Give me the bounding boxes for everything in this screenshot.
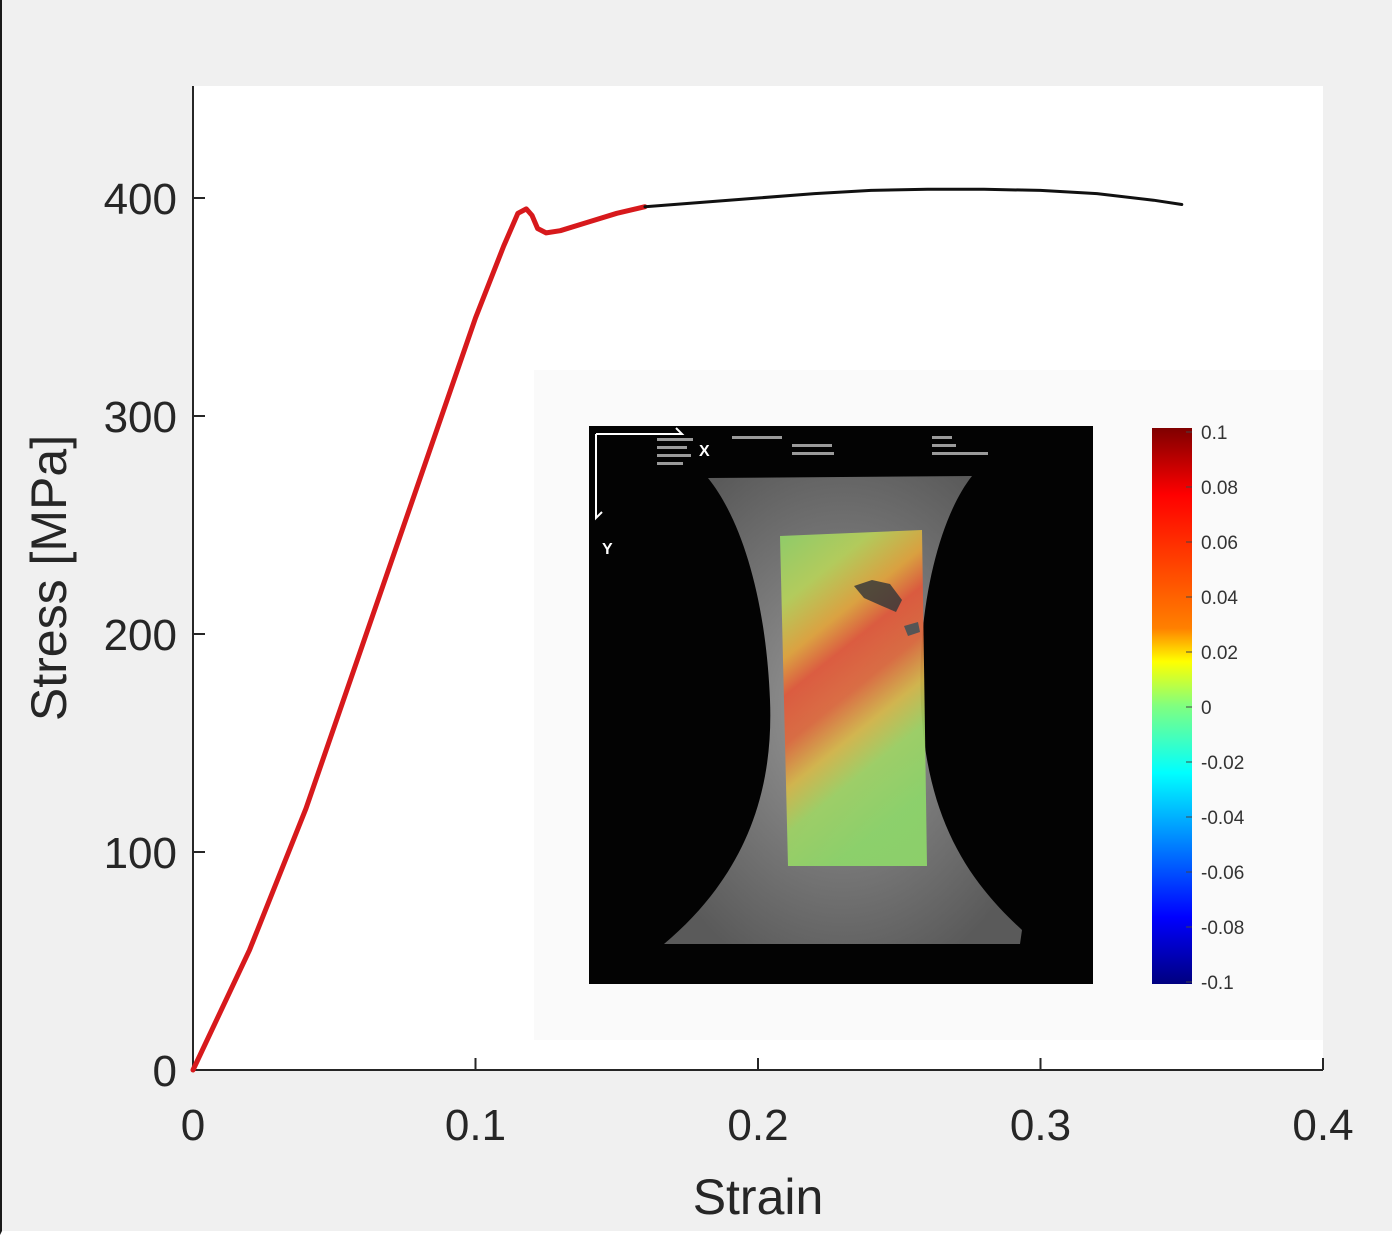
- x-tick-label: 0: [181, 1101, 205, 1150]
- y-tick-label: 300: [104, 393, 177, 442]
- data-series: [190, 187, 1184, 1073]
- colorbar-tick-label: -0.1: [1201, 973, 1234, 994]
- dic-inset-image: X Y 0.1 0.08 0.06 0.04 0.02 0 -0.02 -0.04 -0.06 -…: [534, 370, 1323, 1040]
- colorbar-tick-label: 0.06: [1201, 533, 1238, 554]
- colorbar-tick-label: -0.06: [1201, 863, 1244, 884]
- y-axis-ticks: 0 100 200 300 400: [104, 175, 205, 1096]
- colorbar-tick-label: 0.02: [1201, 643, 1238, 664]
- x-tick-label: 0.1: [445, 1101, 506, 1150]
- colorbar-tick-label: 0.1: [1201, 423, 1227, 444]
- inset-header-info: [657, 436, 988, 465]
- colorbar-tick-label: 0: [1201, 698, 1212, 719]
- colorbar-tick-label: -0.08: [1201, 918, 1244, 939]
- colorbar-tick-label: -0.04: [1201, 808, 1245, 829]
- x-axis-title: Strain: [693, 1169, 824, 1225]
- colorbar-tick-label: -0.02: [1201, 753, 1244, 774]
- strain-overlay: [780, 530, 927, 866]
- y-direction-arrow-icon: [595, 434, 603, 521]
- inset-y-label: Y: [602, 541, 613, 558]
- y-tick-label: 200: [104, 611, 177, 660]
- colorbar-ticks: 0.1 0.08 0.06 0.04 0.02 0 -0.02 -0.04 -0.06 -0.08…: [1186, 423, 1245, 994]
- x-tick-label: 0.2: [727, 1101, 788, 1150]
- x-tick-label: 0.4: [1292, 1101, 1353, 1150]
- y-tick-label: 0: [153, 1047, 177, 1096]
- series-line-red: [190, 204, 648, 1073]
- colorbar-tick-label: 0.08: [1201, 478, 1238, 499]
- x-axis-ticks: 0 0.1 0.2 0.3 0.4: [181, 1058, 1354, 1150]
- speckle-defect: [854, 580, 902, 612]
- x-direction-arrow-icon: [596, 427, 685, 435]
- y-tick-label: 100: [104, 829, 177, 878]
- speckle-defect: [904, 622, 920, 636]
- y-axis-title: Stress [MPa]: [21, 435, 77, 721]
- inset-x-label: X: [699, 443, 710, 460]
- y-tick-label: 400: [104, 175, 177, 224]
- series-line-black: [643, 187, 1184, 209]
- colorbar-tick-label: 0.04: [1201, 588, 1238, 609]
- x-tick-label: 0.3: [1010, 1101, 1071, 1150]
- colorbar: [1152, 428, 1192, 984]
